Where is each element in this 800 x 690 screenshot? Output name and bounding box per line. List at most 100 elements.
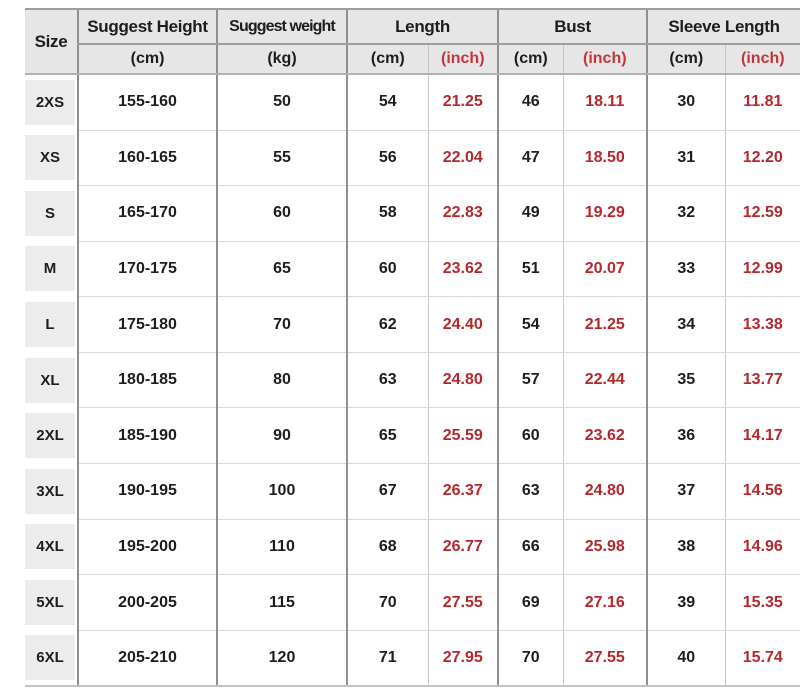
bust-inch-cell: 25.98 xyxy=(562,519,648,576)
col-header-size: Size xyxy=(25,8,78,75)
weight-cell: 110 xyxy=(216,519,347,576)
height-cell: 175-180 xyxy=(77,296,217,353)
sleeve-inch-cell: 11.81 xyxy=(724,74,800,131)
unit-height-cm: (cm) xyxy=(77,44,217,75)
length-inch-cell: 22.04 xyxy=(427,130,499,187)
sleeve-inch-cell: 15.35 xyxy=(724,574,800,631)
bust-inch-cell: 22.44 xyxy=(562,352,648,409)
bust-inch-cell: 21.25 xyxy=(562,296,648,353)
length-cm-cell: 67 xyxy=(346,463,428,520)
sleeve-inch-cell: 14.96 xyxy=(724,519,800,576)
sleeve-cm-cell: 36 xyxy=(646,407,726,465)
table-body: 2XS 155-160 50 54 21.25 46 18.11 30 11.8… xyxy=(25,74,800,688)
weight-cell: 55 xyxy=(216,130,347,187)
bust-inch-cell: 27.16 xyxy=(562,574,648,631)
col-group-length: Length xyxy=(345,8,499,45)
header-group-row: Size Suggest Height Suggest weight Lengt… xyxy=(25,8,800,75)
length-cm-cell: 54 xyxy=(346,74,428,131)
length-cm-cell: 71 xyxy=(346,630,428,688)
table-row: 4XL 195-200 110 68 26.77 66 25.98 38 14.… xyxy=(25,519,800,576)
length-cm-cell: 70 xyxy=(346,574,428,631)
sleeve-inch-cell: 12.20 xyxy=(724,130,800,187)
bust-inch-cell: 20.07 xyxy=(562,241,648,298)
sleeve-inch-cell: 13.77 xyxy=(724,352,800,409)
weight-cell: 120 xyxy=(216,630,347,688)
size-chip: 4XL xyxy=(25,524,75,570)
bust-inch-cell: 24.80 xyxy=(562,463,648,520)
bust-cm-cell: 46 xyxy=(497,74,564,131)
col-group-suggest-height: Suggest Height xyxy=(77,8,217,45)
length-cm-cell: 58 xyxy=(346,185,428,242)
table-row: XS 160-165 55 56 22.04 47 18.50 31 12.20 xyxy=(25,130,800,187)
bust-cm-cell: 69 xyxy=(497,574,564,631)
unit-length-cm: (cm) xyxy=(346,44,428,75)
size-chip: 6XL xyxy=(25,635,75,681)
size-chip: XS xyxy=(25,135,75,181)
size-chip: L xyxy=(25,302,75,348)
table-row: L 175-180 70 62 24.40 54 21.25 34 13.38 xyxy=(25,296,800,353)
sleeve-inch-cell: 14.17 xyxy=(724,407,800,465)
unit-sleeve-cm: (cm) xyxy=(646,44,726,75)
sleeve-cm-cell: 30 xyxy=(646,74,726,131)
header-unit-row: (cm) (kg) (cm) (inch) (cm) (inch) (cm) (… xyxy=(25,44,800,75)
sleeve-cm-cell: 35 xyxy=(646,352,726,409)
height-cell: 190-195 xyxy=(77,463,217,520)
bust-cm-cell: 47 xyxy=(497,130,564,187)
table-row: 3XL 190-195 100 67 26.37 63 24.80 37 14.… xyxy=(25,463,800,520)
length-inch-cell: 27.55 xyxy=(427,574,499,631)
size-chip: 2XL xyxy=(25,413,75,459)
size-cell: M xyxy=(25,241,78,297)
weight-cell: 115 xyxy=(216,574,347,631)
length-cm-cell: 56 xyxy=(346,130,428,187)
bust-inch-cell: 18.50 xyxy=(562,130,648,187)
length-cm-cell: 60 xyxy=(346,241,428,298)
bust-cm-cell: 49 xyxy=(497,185,564,242)
length-inch-cell: 24.80 xyxy=(427,352,499,409)
length-inch-cell: 23.62 xyxy=(427,241,499,298)
height-cell: 165-170 xyxy=(77,185,217,242)
col-group-bust: Bust xyxy=(497,8,648,45)
table-header: Size Suggest Height Suggest weight Lengt… xyxy=(25,8,800,75)
bust-cm-cell: 57 xyxy=(497,352,564,409)
size-chip: M xyxy=(25,246,75,292)
sleeve-inch-cell: 12.59 xyxy=(724,185,800,242)
unit-weight-kg: (kg) xyxy=(216,44,347,75)
size-chip: 5XL xyxy=(25,580,75,626)
height-cell: 200-205 xyxy=(77,574,217,631)
bust-inch-cell: 18.11 xyxy=(562,74,648,131)
size-cell: 3XL xyxy=(25,463,78,520)
weight-cell: 60 xyxy=(216,185,347,242)
length-inch-cell: 24.40 xyxy=(427,296,499,353)
size-cell: 5XL xyxy=(25,574,78,631)
weight-cell: 80 xyxy=(216,352,347,409)
height-cell: 180-185 xyxy=(77,352,217,409)
height-cell: 185-190 xyxy=(77,407,217,465)
weight-cell: 100 xyxy=(216,463,347,520)
sleeve-cm-cell: 31 xyxy=(646,130,726,187)
length-inch-cell: 21.25 xyxy=(427,74,499,131)
table-row: 2XL 185-190 90 65 25.59 60 23.62 36 14.1… xyxy=(25,407,800,465)
length-inch-cell: 27.95 xyxy=(427,630,499,688)
length-inch-cell: 25.59 xyxy=(427,407,499,465)
size-cell: XS xyxy=(25,130,78,186)
bust-cm-cell: 60 xyxy=(497,407,564,465)
unit-bust-inch: (inch) xyxy=(562,44,648,75)
sleeve-cm-cell: 33 xyxy=(646,241,726,298)
weight-cell: 65 xyxy=(216,241,347,298)
bust-inch-cell: 27.55 xyxy=(562,630,648,688)
size-cell: 4XL xyxy=(25,519,78,575)
height-cell: 170-175 xyxy=(77,241,217,298)
bust-inch-cell: 19.29 xyxy=(562,185,648,242)
length-cm-cell: 62 xyxy=(346,296,428,353)
table-row: M 170-175 65 60 23.62 51 20.07 33 12.99 xyxy=(25,241,800,298)
weight-cell: 50 xyxy=(216,74,347,131)
table-row: S 165-170 60 58 22.83 49 19.29 32 12.59 xyxy=(25,185,800,242)
length-cm-cell: 65 xyxy=(346,407,428,465)
length-cm-cell: 68 xyxy=(346,519,428,576)
size-chip: XL xyxy=(25,357,75,403)
sleeve-cm-cell: 37 xyxy=(646,463,726,520)
size-cell: XL xyxy=(25,352,78,408)
unit-length-inch: (inch) xyxy=(427,44,499,75)
length-cm-cell: 63 xyxy=(346,352,428,409)
length-inch-cell: 22.83 xyxy=(427,185,499,242)
